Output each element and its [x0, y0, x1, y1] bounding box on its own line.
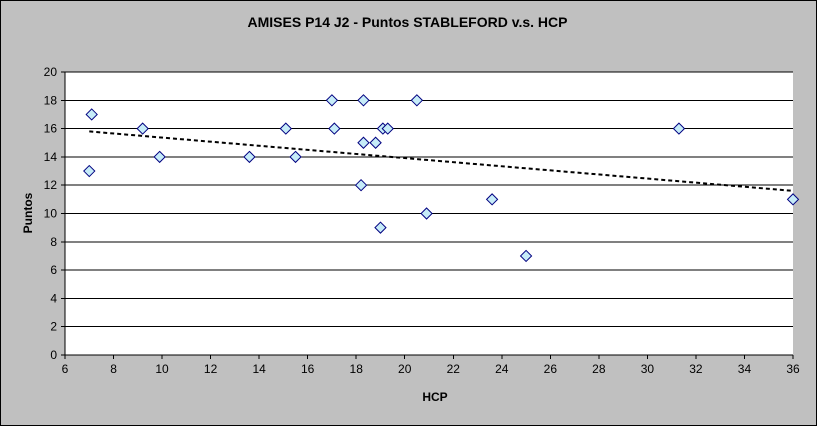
- y-tick-label: 16: [44, 122, 58, 136]
- data-point: [328, 122, 341, 135]
- data-point: [357, 94, 370, 107]
- x-tick-label: 8: [110, 362, 117, 376]
- y-tick-label: 20: [44, 65, 58, 79]
- x-tick-label: 18: [350, 362, 364, 376]
- y-tick-label: 14: [44, 150, 58, 164]
- data-point: [325, 94, 339, 107]
- x-axis-title: HCP: [422, 390, 448, 404]
- y-tick-label: 18: [44, 93, 58, 107]
- data-point: [374, 221, 387, 234]
- data-point: [136, 122, 149, 135]
- data-point: [485, 193, 499, 206]
- data-point: [410, 94, 424, 107]
- y-tick-label: 10: [44, 207, 58, 221]
- data-point: [279, 122, 293, 135]
- y-tick-label: 12: [44, 178, 58, 192]
- data-point: [289, 150, 302, 164]
- x-tick-label: 10: [155, 362, 169, 376]
- x-tick-label: 12: [204, 362, 218, 376]
- x-tick-label: 34: [738, 362, 752, 376]
- data-point: [153, 150, 166, 164]
- x-tick-label: 36: [786, 362, 800, 376]
- data-point: [243, 150, 256, 164]
- data-point: [357, 136, 370, 149]
- y-tick-label: 4: [50, 291, 57, 305]
- chart-title: AMISES P14 J2 - Puntos STABLEFORD v.s. H…: [247, 14, 568, 30]
- x-tick-label: 16: [301, 362, 315, 376]
- x-tick-label: 30: [641, 362, 655, 376]
- trendline: [89, 130, 794, 192]
- y-axis-title: Puntos: [21, 192, 35, 234]
- data-point: [85, 108, 98, 121]
- x-tick-label: 6: [62, 362, 69, 376]
- y-tick-label: 6: [50, 263, 57, 277]
- data-point: [381, 122, 394, 135]
- x-tick-label: 26: [544, 362, 558, 376]
- y-tick-label: 2: [50, 320, 57, 334]
- data-point: [354, 178, 368, 192]
- x-tick-label: 20: [398, 362, 412, 376]
- data-point: [420, 207, 433, 220]
- x-tick-label: 28: [592, 362, 606, 376]
- data-point: [672, 122, 686, 135]
- x-tick-label: 32: [689, 362, 703, 376]
- x-tick-label: 24: [495, 362, 509, 376]
- data-point: [786, 193, 800, 206]
- data-point: [369, 136, 382, 149]
- y-tick-label: 0: [50, 348, 57, 362]
- data-point: [83, 164, 96, 178]
- data-point: [519, 249, 533, 263]
- x-tick-label: 22: [447, 362, 461, 376]
- x-tick-label: 14: [252, 362, 266, 376]
- y-tick-label: 8: [50, 235, 57, 249]
